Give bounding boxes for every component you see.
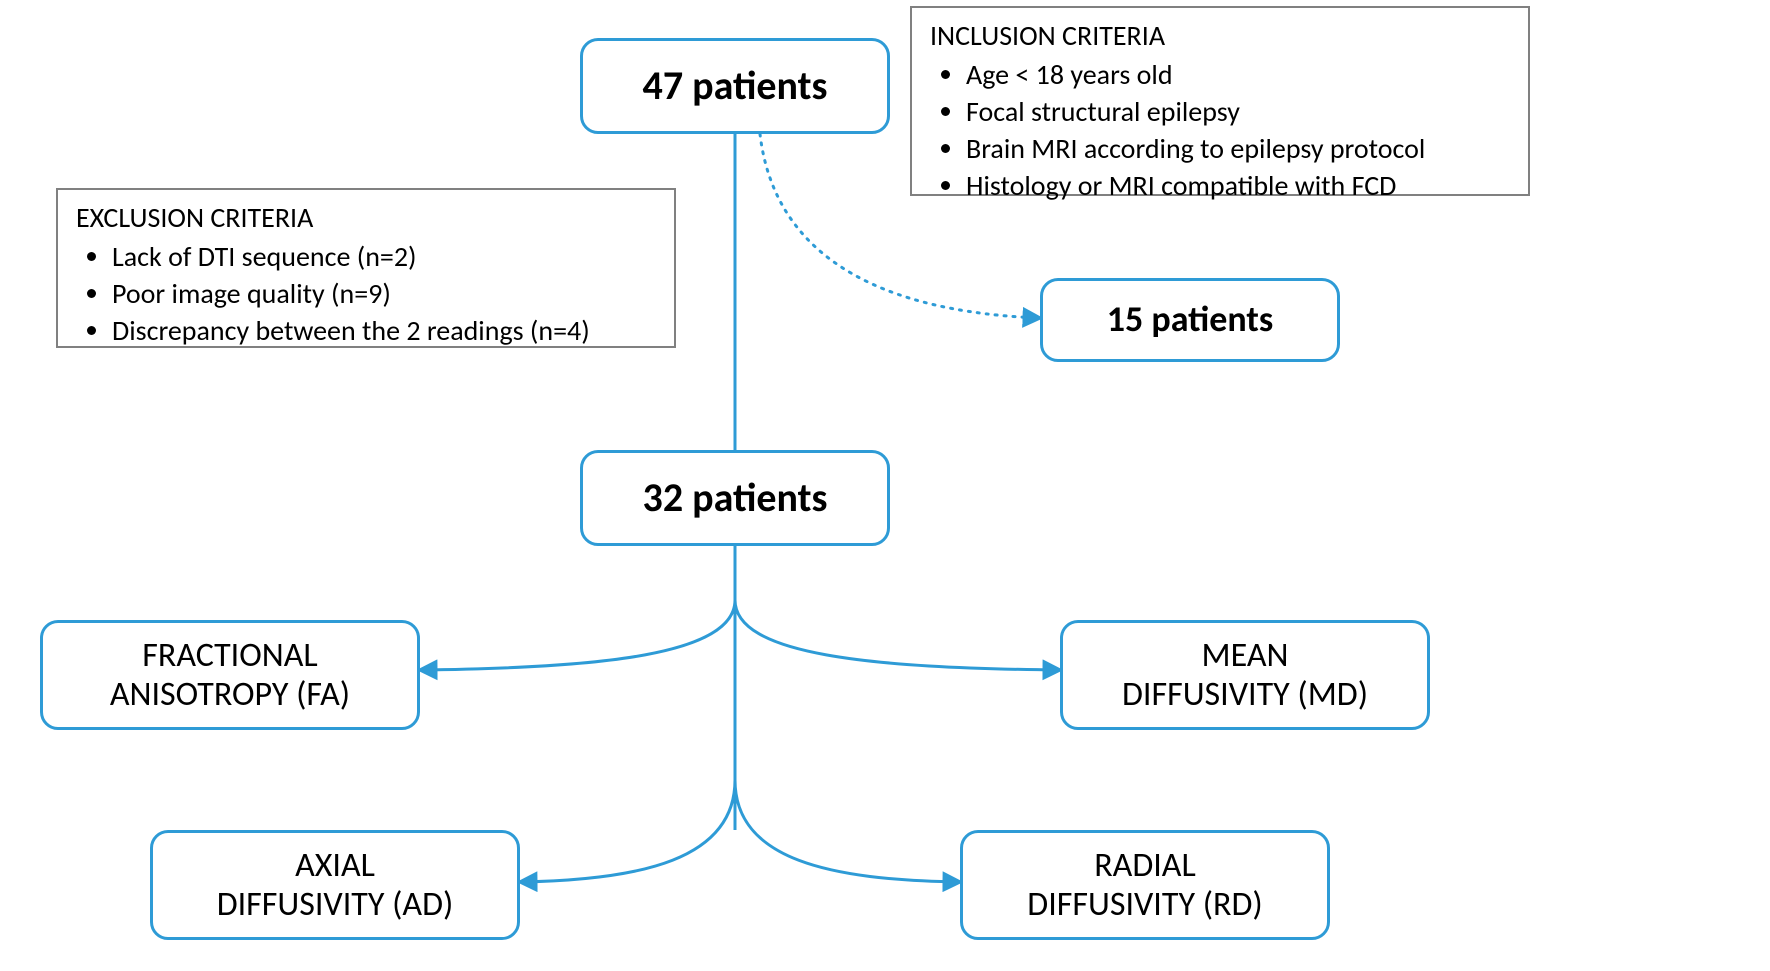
exclusion-criteria-item: Discrepancy between the 2 readings (n=4) [112,313,656,348]
inclusion-criteria-box: INCLUSION CRITERIA Age < 18 years oldFoc… [910,6,1530,196]
inclusion-criteria-list: Age < 18 years oldFocal structural epile… [930,57,1510,203]
node-label: FRACTIONALANISOTROPY (FA) [110,636,350,714]
e-32-fa [420,600,735,670]
node-label: MEANDIFFUSIVITY (MD) [1122,636,1368,714]
node-47-patients: 47 patients [580,38,890,134]
node-label: 15 patients [1107,299,1273,340]
node-15-patients: 15 patients [1040,278,1340,362]
exclusion-criteria-item: Poor image quality (n=9) [112,276,656,311]
node-label: 32 patients [643,475,828,521]
node-axial-diffusivity: AXIALDIFFUSIVITY (AD) [150,830,520,940]
exclusion-criteria-list: Lack of DTI sequence (n=2)Poor image qua… [76,239,656,348]
e-32-ad [520,780,735,882]
inclusion-criteria-item: Age < 18 years old [966,57,1510,92]
node-32-patients: 32 patients [580,450,890,546]
inclusion-criteria-item: Histology or MRI compatible with FCD [966,168,1510,203]
e-32-rd [735,780,960,882]
inclusion-criteria-title: INCLUSION CRITERIA [930,18,1510,53]
node-mean-diffusivity: MEANDIFFUSIVITY (MD) [1060,620,1430,730]
exclusion-criteria-title: EXCLUSION CRITERIA [76,200,656,235]
node-label: RADIALDIFFUSIVITY (RD) [1027,846,1262,924]
node-label: 47 patients [643,63,828,109]
exclusion-criteria-box: EXCLUSION CRITERIA Lack of DTI sequence … [56,188,676,348]
e-32-md [735,600,1060,670]
inclusion-criteria-item: Brain MRI according to epilepsy protocol [966,131,1510,166]
exclusion-criteria-item: Lack of DTI sequence (n=2) [112,239,656,274]
inclusion-criteria-item: Focal structural epilepsy [966,94,1510,129]
node-radial-diffusivity: RADIALDIFFUSIVITY (RD) [960,830,1330,940]
node-label: AXIALDIFFUSIVITY (AD) [217,846,454,924]
flowchart-canvas: 47 patients 15 patients 32 patients FRAC… [0,0,1770,971]
node-fractional-anisotropy: FRACTIONALANISOTROPY (FA) [40,620,420,730]
